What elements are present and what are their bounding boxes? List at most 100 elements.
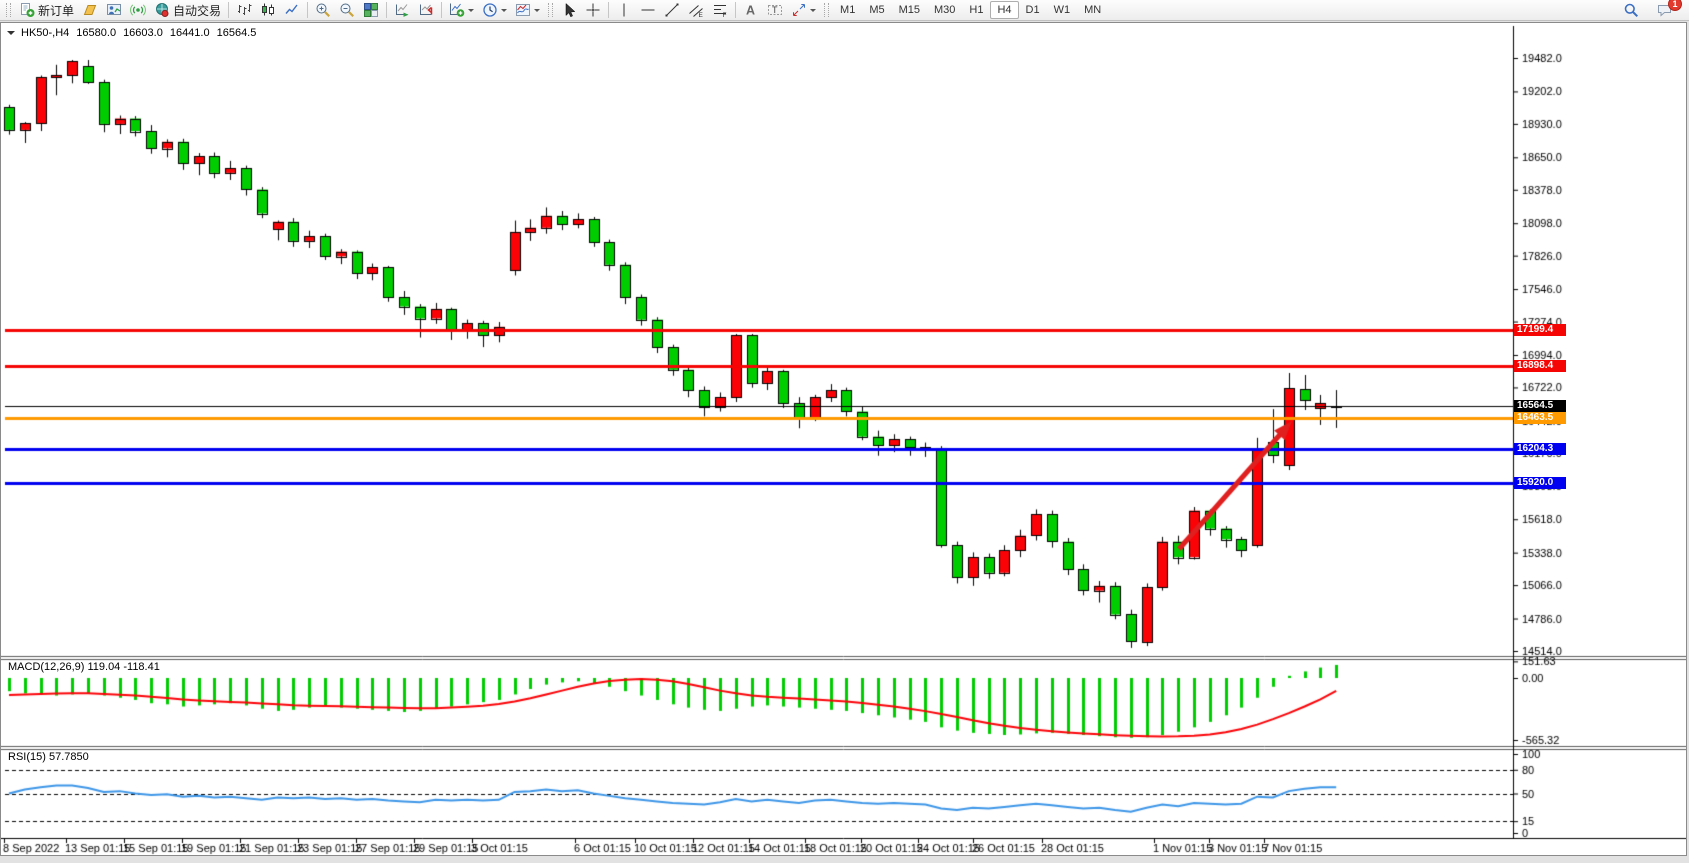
- new-chart-button[interactable]: [445, 0, 478, 20]
- text-button[interactable]: A: [739, 0, 763, 20]
- chart-shift-icon: [420, 4, 433, 15]
- candlestick-chart-button[interactable]: [256, 0, 280, 20]
- cursor-icon: [565, 2, 576, 18]
- timeframe-m30-button[interactable]: M30: [934, 4, 956, 16]
- cursor-button[interactable]: [557, 0, 581, 20]
- price-tag-15920.0: 15920.0: [1514, 477, 1566, 489]
- bars-icon: [238, 4, 252, 15]
- toolbar-grip[interactable]: [824, 3, 830, 17]
- chart-close: 16564.5: [216, 27, 257, 39]
- chart-menu-arrow-icon[interactable]: [7, 31, 15, 39]
- line-icon: [285, 4, 298, 14]
- vline-icon: [623, 3, 625, 17]
- zoom-out-button[interactable]: [335, 0, 359, 20]
- line-chart-button[interactable]: [280, 0, 304, 20]
- arrows-icon: [793, 4, 806, 16]
- tick-chart-button[interactable]: [78, 0, 102, 20]
- search-icon: [1624, 3, 1639, 18]
- price-tag-16463.5: 16463.5: [1514, 412, 1566, 424]
- price-tag-16204.3: 16204.3: [1514, 443, 1566, 455]
- dropdown-arrow-icon[interactable]: [468, 9, 475, 15]
- new-chart-icon: [450, 3, 465, 17]
- text-label-icon: T: [768, 5, 783, 15]
- chart-symbol-period: HK50-,H4: [21, 27, 70, 39]
- zoom-in-icon: [316, 3, 331, 17]
- templates-button[interactable]: [511, 0, 544, 20]
- candles-icon: [262, 3, 275, 16]
- arrows-button[interactable]: [787, 0, 820, 20]
- chart-low: 16441.0: [169, 27, 210, 39]
- horizontal-line-button[interactable]: [636, 0, 660, 20]
- trendline-icon: [665, 3, 679, 17]
- signals-button[interactable]: [126, 0, 150, 20]
- autotrade-button[interactable]: 自动交易: [150, 0, 225, 20]
- auto-scroll-button[interactable]: [390, 0, 414, 20]
- hline-icon: [641, 9, 655, 11]
- chart-window: HK50-,H4 16580.0 16603.0 16441.0 16564.5…: [0, 22, 1687, 856]
- price-tag-17199.4: 17199.4: [1514, 324, 1566, 336]
- signal-icon: [130, 4, 146, 16]
- tile-windows-button[interactable]: [359, 0, 383, 20]
- new-order-button-label: 新订单: [38, 3, 75, 18]
- toolbar-grip[interactable]: [548, 3, 554, 17]
- fibonacci-button[interactable]: F: [708, 0, 732, 20]
- notifications-button[interactable]: 1: [1653, 0, 1682, 20]
- price-chart-canvas[interactable]: [1, 23, 1686, 855]
- dropdown-arrow-icon[interactable]: [810, 9, 817, 15]
- toolbar-separator: [228, 2, 230, 18]
- toolbar-separator: [386, 2, 388, 18]
- timeframe-h1-button[interactable]: H1: [969, 4, 984, 16]
- timeframe-m15-button[interactable]: M15: [898, 4, 920, 16]
- crosshair-button[interactable]: [581, 0, 605, 20]
- toolbar-separator: [441, 2, 443, 18]
- notification-badge: 1: [1668, 0, 1682, 11]
- price-tag-16898.4: 16898.4: [1514, 360, 1566, 372]
- periods-icon: [483, 3, 497, 17]
- price-tag-16564.5: 16564.5: [1514, 400, 1566, 412]
- new-order-icon: [21, 3, 35, 17]
- text-label-button[interactable]: T: [763, 0, 787, 20]
- auto-scroll-icon: [396, 4, 409, 17]
- new-order-button[interactable]: 新订单: [15, 0, 78, 20]
- vertical-line-button[interactable]: [612, 0, 636, 20]
- timeframe-m5-button[interactable]: M5: [869, 4, 885, 16]
- equidistant-channel-button[interactable]: E: [684, 0, 708, 20]
- tile-windows-icon: [364, 3, 379, 17]
- timeframe-mn-button[interactable]: MN: [1084, 4, 1102, 16]
- fibo-icon: F: [714, 5, 727, 18]
- svg-text:T: T: [772, 5, 778, 15]
- chart-open: 16580.0: [76, 27, 117, 39]
- svg-text:F: F: [723, 12, 727, 18]
- zoom-out-icon: [340, 3, 355, 17]
- zoom-in-button[interactable]: [311, 0, 335, 20]
- timeframe-w1-button[interactable]: W1: [1053, 4, 1071, 16]
- trendline-button[interactable]: [660, 0, 684, 20]
- toolbar-separator: [608, 2, 610, 18]
- toolbar-grip[interactable]: [6, 3, 11, 17]
- dropdown-arrow-icon[interactable]: [534, 9, 541, 15]
- market-watch-icon: [107, 4, 122, 15]
- toolbar-separator: [307, 2, 309, 18]
- text-icon: A: [746, 4, 755, 18]
- rsi-label: RSI(15) 57.7850: [8, 751, 89, 763]
- timeframe-m1-button[interactable]: M1: [840, 4, 856, 16]
- periods-button[interactable]: [478, 0, 511, 20]
- dropdown-arrow-icon[interactable]: [501, 9, 508, 15]
- svg-text:E: E: [699, 12, 704, 18]
- chart-shift-button[interactable]: [414, 0, 438, 20]
- search-button[interactable]: [1619, 0, 1643, 20]
- autotrade-icon: [156, 3, 169, 17]
- main-toolbar: 新订单 自动交易 E F A T M1 M5 M15 M30 H1 H4 D1 W1 MN 1: [0, 0, 1689, 21]
- crosshair-icon: [586, 3, 600, 17]
- bar-chart-button[interactable]: [232, 0, 256, 20]
- timeframe-d1-button[interactable]: D1: [1025, 4, 1040, 16]
- macd-label: MACD(12,26,9) 119.04 -118.41: [8, 661, 160, 673]
- chart-tag-icon: [83, 5, 97, 15]
- templates-icon: [516, 4, 531, 16]
- chart-high: 16603.0: [123, 27, 163, 39]
- market-watch-button[interactable]: [102, 0, 126, 20]
- timeframe-h4-button[interactable]: H4: [990, 1, 1019, 19]
- toolbar-separator: [735, 2, 737, 18]
- autotrade-button-label: 自动交易: [173, 3, 222, 18]
- channel-icon: E: [689, 5, 704, 18]
